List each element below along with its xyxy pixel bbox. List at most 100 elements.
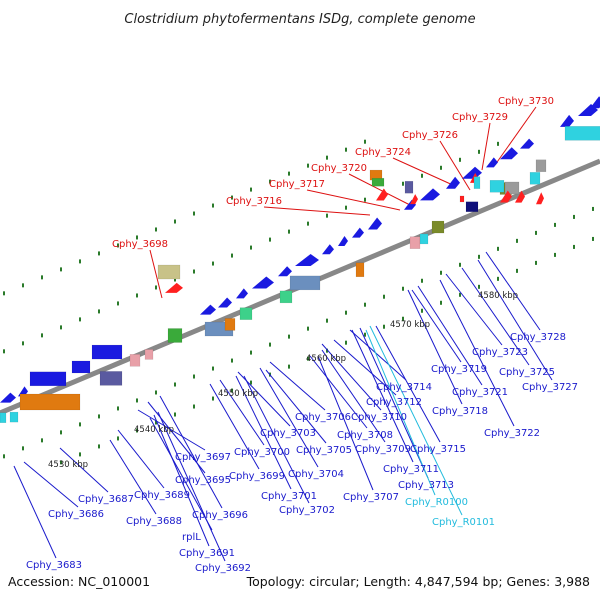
gene-feature[interactable] <box>520 138 534 149</box>
gene-feature[interactable] <box>19 393 81 411</box>
gene-feature[interactable] <box>236 288 248 299</box>
gene-label-blue[interactable]: rplL <box>182 532 201 543</box>
gene-feature[interactable] <box>0 412 7 423</box>
gene-label-cyan[interactable]: Cphy_R0101 <box>432 517 495 528</box>
gene-label-blue[interactable]: Cphy_3727 <box>522 382 578 393</box>
gene-label-blue[interactable]: Cphy_3728 <box>510 332 566 343</box>
gene-feature[interactable] <box>144 349 154 360</box>
gene-feature[interactable] <box>252 276 274 289</box>
gene-feature[interactable] <box>404 180 414 194</box>
gene-feature[interactable] <box>9 411 19 423</box>
gene-feature[interactable] <box>486 157 498 168</box>
gene-label-blue[interactable]: Cphy_3722 <box>484 428 540 439</box>
gene-feature[interactable] <box>279 290 293 304</box>
gene-label-blue[interactable]: Cphy_3700 <box>234 447 290 458</box>
gene-feature[interactable] <box>71 360 91 374</box>
gene-label-blue[interactable]: Cphy_3708 <box>337 430 393 441</box>
gene-label-blue[interactable]: Cphy_3691 <box>179 548 235 559</box>
gene-label-red[interactable]: Cphy_3717 <box>269 179 325 190</box>
gene-feature[interactable] <box>295 254 319 267</box>
gene-label-blue[interactable]: Cphy_3707 <box>343 492 399 503</box>
gene-feature[interactable] <box>289 275 321 291</box>
gene-feature[interactable] <box>157 264 181 280</box>
gene-feature[interactable] <box>91 344 123 360</box>
gene-feature[interactable] <box>18 386 28 397</box>
gene-label-blue[interactable]: Cphy_3714 <box>376 382 432 393</box>
gene-label-blue[interactable]: Cphy_3702 <box>279 505 335 516</box>
gene-feature[interactable] <box>338 235 348 246</box>
gene-label-blue[interactable]: Cphy_3718 <box>432 406 488 417</box>
gene-feature[interactable] <box>446 176 460 189</box>
gene-feature[interactable] <box>473 176 481 189</box>
gene-feature[interactable] <box>376 188 388 201</box>
gene-feature[interactable] <box>515 190 525 203</box>
gene-feature[interactable] <box>0 392 16 403</box>
gene-feature[interactable] <box>489 180 505 193</box>
gene-label-blue[interactable]: Cphy_3711 <box>383 464 439 475</box>
gene-feature[interactable] <box>410 194 418 205</box>
gene-feature[interactable] <box>29 371 67 387</box>
gene-feature[interactable] <box>355 262 365 278</box>
gene-label-red[interactable]: Cphy_3698 <box>112 239 168 250</box>
gene-feature[interactable] <box>560 114 574 127</box>
gene-feature[interactable] <box>420 188 440 201</box>
gene-feature[interactable] <box>431 220 445 234</box>
gene-feature[interactable] <box>368 217 382 230</box>
gene-label-blue[interactable]: Cphy_3701 <box>261 491 317 502</box>
gene-label-blue[interactable]: Cphy_3723 <box>472 347 528 358</box>
gene-feature[interactable] <box>409 236 421 249</box>
gene-label-cyan[interactable]: Cphy_R0100 <box>405 497 468 508</box>
gene-feature[interactable] <box>352 227 364 238</box>
gene-label-blue[interactable]: Cphy_3721 <box>452 387 508 398</box>
gene-feature[interactable] <box>459 195 465 203</box>
gene-feature[interactable] <box>500 190 512 203</box>
gene-label-blue[interactable]: Cphy_3687 <box>78 494 134 505</box>
gene-feature[interactable] <box>322 244 334 255</box>
gene-label-blue[interactable]: Cphy_3688 <box>126 516 182 527</box>
gene-feature[interactable] <box>278 266 292 277</box>
gene-feature[interactable] <box>200 304 216 315</box>
gene-feature[interactable] <box>239 307 253 320</box>
gene-label-blue[interactable]: Cphy_3705 <box>296 445 352 456</box>
gene-feature[interactable] <box>590 96 600 109</box>
gene-label-blue[interactable]: Cphy_3710 <box>351 412 407 423</box>
gene-label-blue[interactable]: Cphy_3713 <box>398 480 454 491</box>
gene-label-blue[interactable]: Cphy_3725 <box>499 367 555 378</box>
gene-label-red[interactable]: Cphy_3726 <box>402 130 458 141</box>
gene-feature[interactable] <box>218 297 232 308</box>
gene-feature[interactable] <box>99 371 123 386</box>
gene-feature[interactable] <box>129 354 141 367</box>
gene-label-blue[interactable]: Cphy_3696 <box>192 510 248 521</box>
gene-label-blue[interactable]: Cphy_3706 <box>295 412 351 423</box>
gene-feature[interactable] <box>167 328 183 343</box>
gene-label-red[interactable]: Cphy_3730 <box>498 96 554 107</box>
gene-label-blue[interactable]: Cphy_3689 <box>134 490 190 501</box>
gene-label-blue[interactable]: Cphy_3715 <box>410 444 466 455</box>
gene-feature[interactable] <box>535 159 547 173</box>
gene-feature[interactable] <box>504 181 520 195</box>
gene-label-blue[interactable]: Cphy_3712 <box>366 397 422 408</box>
gene-label-blue[interactable]: Cphy_3699 <box>229 471 285 482</box>
gene-label-red[interactable]: Cphy_3720 <box>311 163 367 174</box>
gene-feature[interactable] <box>224 318 236 331</box>
gene-feature[interactable] <box>465 201 479 213</box>
gene-label-red[interactable]: Cphy_3724 <box>355 147 411 158</box>
gene-label-blue[interactable]: Cphy_3704 <box>288 469 344 480</box>
gene-feature[interactable] <box>371 177 385 187</box>
gene-label-blue[interactable]: Cphy_3692 <box>195 563 251 574</box>
gene-label-blue[interactable]: Cphy_3719 <box>431 364 487 375</box>
gene-label-red[interactable]: Cphy_3716 <box>226 196 282 207</box>
gene-label-blue[interactable]: Cphy_3703 <box>260 428 316 439</box>
gene-feature[interactable] <box>165 282 183 293</box>
gene-feature[interactable] <box>462 166 482 179</box>
gene-label-blue[interactable]: Cphy_3683 <box>26 560 82 571</box>
gene-label-blue[interactable]: Cphy_3709 <box>355 444 411 455</box>
gene-label-blue[interactable]: Cphy_3697 <box>175 452 231 463</box>
gene-label-red[interactable]: Cphy_3729 <box>452 112 508 123</box>
gene-feature[interactable] <box>419 233 429 245</box>
gene-feature[interactable] <box>564 126 600 141</box>
gene-feature[interactable] <box>536 192 544 205</box>
gene-feature[interactable] <box>500 147 518 160</box>
gene-label-blue[interactable]: Cphy_3686 <box>48 509 104 520</box>
gene-label-blue[interactable]: Cphy_3695 <box>175 475 231 486</box>
